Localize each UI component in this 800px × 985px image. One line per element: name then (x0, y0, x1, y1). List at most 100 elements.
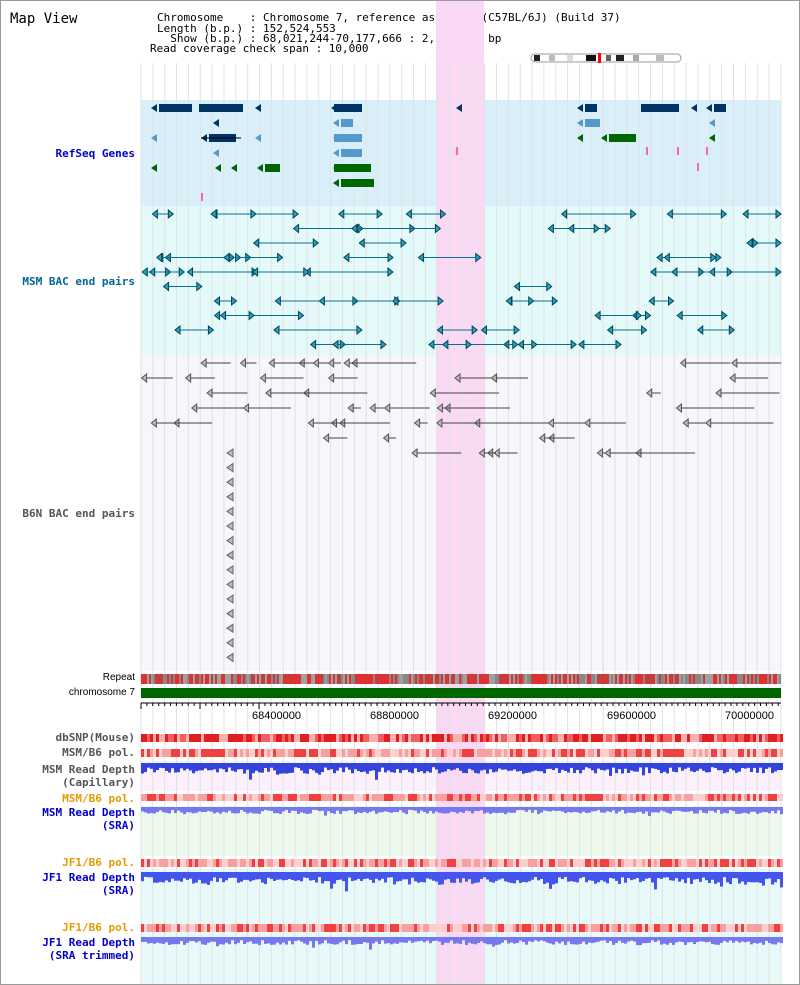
heatmap-cell (633, 794, 636, 801)
repeat-block (379, 674, 381, 684)
heatmap-cell (228, 734, 231, 742)
bac-end-marker (650, 266, 657, 278)
depth-bar (780, 763, 783, 771)
depth-bar (189, 872, 192, 879)
depth-bar (747, 872, 750, 883)
repeat-block (203, 674, 205, 684)
repeat-block (713, 674, 715, 684)
heatmap-cell (570, 924, 573, 932)
bac-end-marker (775, 237, 782, 249)
repeat-block (165, 674, 167, 684)
b6n-end-marker (478, 447, 485, 459)
repeat-block (551, 674, 553, 684)
depth-bar (486, 807, 489, 813)
depth-bar (243, 872, 246, 880)
heatmap-cell (690, 734, 693, 742)
ideogram-band (534, 55, 540, 61)
heatmap-cell (423, 794, 426, 801)
depth-bar (318, 807, 321, 812)
heatmap-cell (582, 794, 585, 801)
depth-bar (498, 807, 501, 813)
depth-bar (705, 807, 708, 814)
heatmap-cell (348, 859, 351, 867)
heatmap-cell (483, 794, 486, 801)
heatmap-cell (588, 924, 591, 932)
heatmap-cell (270, 924, 273, 932)
depth-bar (147, 937, 150, 944)
repeat-block (693, 674, 695, 684)
depth-bar (270, 937, 273, 945)
depth-bar (702, 872, 705, 878)
heatmap-cell (645, 859, 648, 867)
heatmap-cell (378, 794, 381, 801)
heatmap-cell (390, 734, 393, 742)
heatmap-cell (276, 794, 279, 801)
heatmap-cell (495, 749, 498, 757)
heatmap-cell (714, 794, 717, 801)
heatmap-cell (669, 749, 672, 757)
heatmap-cell (303, 794, 306, 801)
heatmap-cell (153, 924, 156, 932)
depth-bar (216, 937, 219, 947)
depth-bar (462, 807, 465, 813)
depth-bar (645, 763, 648, 768)
heatmap-cell (474, 749, 477, 757)
heatmap-cell (462, 749, 465, 757)
heatmap-cell (591, 859, 594, 867)
depth-bar (237, 763, 240, 770)
heatmap-cell (273, 749, 276, 757)
depth-bar (312, 937, 315, 948)
heatmap-cell (768, 859, 771, 867)
heatmap-cell (549, 794, 552, 801)
heatmap-cell (303, 734, 306, 742)
heatmap-cell (453, 794, 456, 801)
depth-bar (354, 763, 357, 770)
heatmap-cell (624, 749, 627, 757)
heatmap-cell (600, 859, 603, 867)
depth-bar (471, 807, 474, 814)
depth-bar (264, 763, 267, 769)
heatmap-cell (729, 749, 732, 757)
depth-bar (327, 872, 330, 882)
depth-bar (483, 872, 486, 878)
depth-bar (585, 937, 588, 945)
depth-bar (144, 937, 147, 942)
heatmap-cell (516, 924, 519, 932)
depth-bar (246, 937, 249, 943)
depth-bar (615, 872, 618, 881)
heatmap-cell (729, 859, 732, 867)
repeat-block (679, 674, 681, 684)
heatmap-cell (522, 734, 525, 742)
repeat-block (477, 674, 479, 684)
heatmap-cell (399, 734, 402, 742)
heatmap-cell (663, 859, 666, 867)
repeat-block (141, 674, 143, 684)
gene-arrow (255, 104, 261, 112)
depth-bar (291, 807, 294, 811)
depth-bar (294, 872, 297, 881)
bac-end-marker (213, 295, 221, 307)
heatmap-cell (240, 734, 243, 742)
depth-bar (561, 872, 564, 880)
heatmap-cell (309, 924, 312, 932)
heatmap-cell (177, 794, 180, 801)
gene-arrow (691, 104, 697, 112)
depth-bar (762, 937, 765, 945)
heatmap-cell (387, 924, 390, 932)
depth-bar (219, 872, 222, 879)
heatmap-cell (171, 924, 174, 932)
heatmap-cell (357, 734, 360, 742)
heatmap-cell (330, 734, 333, 742)
heatmap-cell (324, 924, 327, 932)
heatmap-cell (648, 794, 651, 801)
depth-bar (417, 872, 420, 883)
heatmap-cell (183, 794, 186, 801)
heatmap-cell (162, 794, 165, 801)
heatmap-cell (606, 794, 609, 801)
heatmap-cell (252, 859, 255, 867)
b6n-end-marker (413, 417, 421, 429)
repeat-block (283, 674, 285, 684)
heatmap-cell (702, 859, 705, 867)
heatmap-cell (516, 734, 519, 742)
